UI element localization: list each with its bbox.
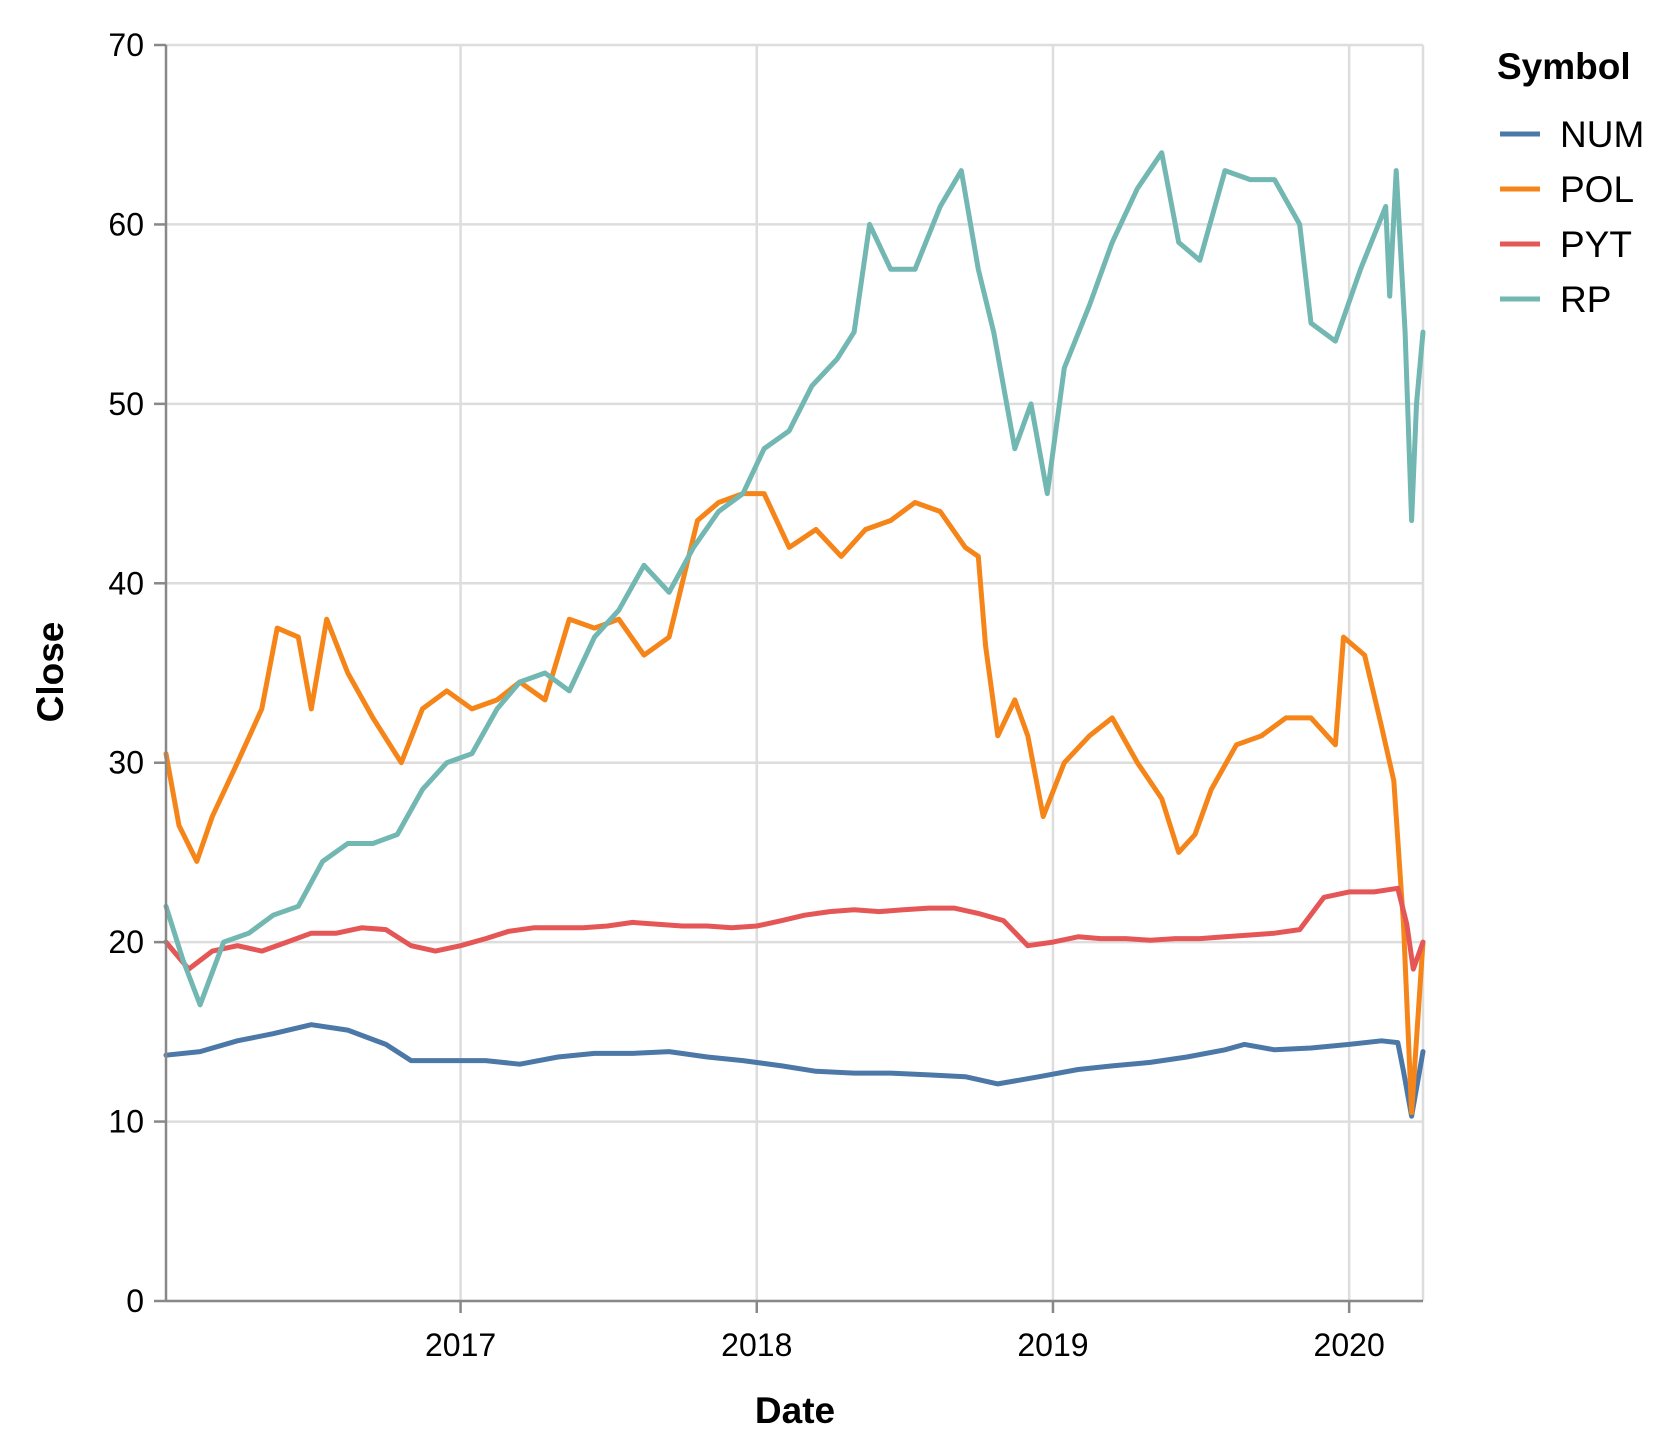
series-lines [163,150,1426,1119]
series-line-pyt [163,885,1426,972]
y-tick-label: 0 [126,1283,144,1319]
legend-label-rp: RP [1560,279,1611,320]
x-tick-label: 2018 [721,1327,792,1363]
y-tick-label: 30 [108,745,144,781]
legend-label-pyt: PYT [1560,224,1632,265]
series-line-num [163,1022,1426,1119]
x-tick-label: 2017 [425,1327,496,1363]
y-tick-label: 40 [108,565,144,601]
series-line-pol [163,491,1426,1116]
gridlines [166,43,1425,1303]
y-tick-label: 20 [108,924,144,960]
legend-title: Symbol [1497,46,1631,87]
legend: Symbol NUM POL PYT RP [1497,46,1644,320]
series-line-rp [163,150,1426,1008]
y-axis-title: Close [30,622,71,723]
y-tick-label: 50 [108,386,144,422]
legend-label-num: NUM [1560,114,1644,155]
y-tick-label: 70 [108,27,144,63]
axes: 0 10 20 30 40 50 60 70 2017 2018 2019 2020 [108,27,1423,1363]
x-tick-label: 2020 [1314,1327,1385,1363]
y-tick-label: 10 [108,1104,144,1140]
x-tick-label: 2019 [1017,1327,1088,1363]
x-axis-title: Date [755,1390,835,1431]
y-tick-label: 60 [108,206,144,242]
legend-label-pol: POL [1560,169,1634,210]
